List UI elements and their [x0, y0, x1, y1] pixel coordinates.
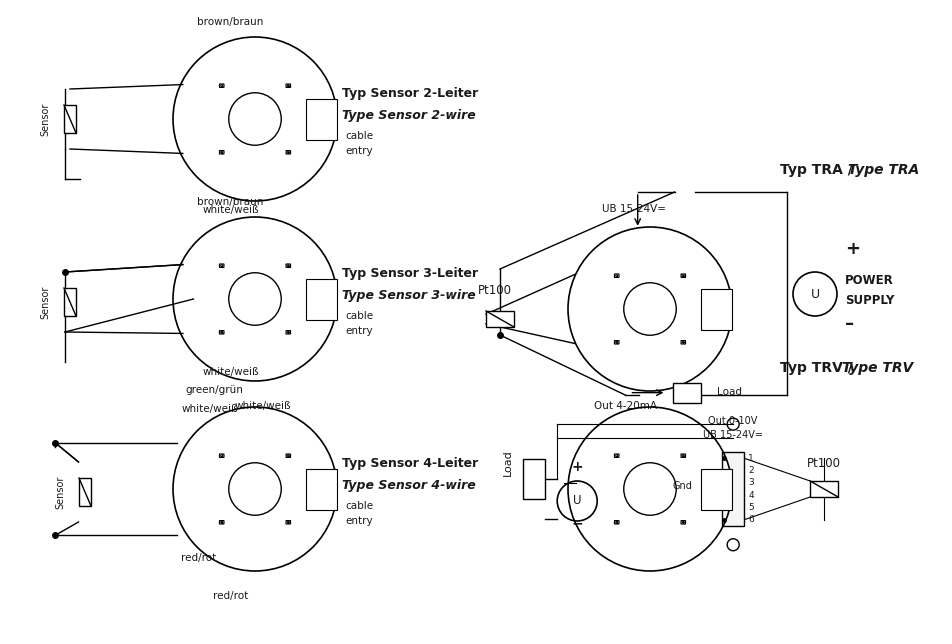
Bar — [486, 311, 514, 327]
FancyBboxPatch shape — [614, 341, 619, 344]
FancyBboxPatch shape — [681, 341, 685, 344]
Text: Out 4-20mA: Out 4-20mA — [594, 401, 657, 411]
Text: Type TRA: Type TRA — [848, 163, 920, 177]
Text: green/grün: green/grün — [185, 385, 243, 395]
Text: −: − — [571, 516, 583, 530]
FancyBboxPatch shape — [286, 84, 290, 88]
Bar — [79, 478, 91, 506]
Text: 3: 3 — [748, 478, 754, 488]
Text: brown/braun: brown/braun — [197, 197, 264, 207]
Text: 6: 6 — [748, 515, 754, 524]
Text: cable: cable — [345, 131, 373, 141]
Text: +: + — [845, 240, 860, 258]
Text: RL: RL — [680, 390, 694, 400]
Text: Type TRV: Type TRV — [842, 361, 913, 375]
Text: UB 15-24V=: UB 15-24V= — [704, 430, 764, 440]
Text: SUPPLY: SUPPLY — [845, 294, 894, 307]
Text: 5: 5 — [748, 503, 754, 512]
FancyBboxPatch shape — [614, 274, 619, 278]
FancyBboxPatch shape — [681, 274, 685, 278]
Bar — [673, 383, 701, 403]
FancyBboxPatch shape — [614, 520, 619, 524]
Text: UB 15-24V=: UB 15-24V= — [602, 204, 665, 214]
Bar — [810, 481, 838, 497]
Bar — [306, 99, 337, 140]
FancyBboxPatch shape — [681, 454, 685, 457]
Text: U: U — [573, 495, 582, 507]
Text: 2: 2 — [748, 466, 754, 475]
Text: Gnd: Gnd — [672, 481, 692, 491]
Text: white/weiß: white/weiß — [235, 401, 291, 411]
Text: white/weiß: white/weiß — [181, 404, 238, 414]
FancyBboxPatch shape — [219, 264, 224, 267]
Text: RL: RL — [527, 474, 541, 484]
Text: entry: entry — [345, 516, 372, 526]
Text: POWER: POWER — [845, 274, 894, 287]
Bar — [701, 468, 732, 509]
Text: Typ Sensor 2-Leiter: Typ Sensor 2-Leiter — [342, 87, 478, 100]
Text: Type Sensor 3-wire: Type Sensor 3-wire — [342, 289, 476, 302]
Text: Typ TRA /: Typ TRA / — [780, 163, 858, 177]
Text: cable: cable — [345, 501, 373, 511]
FancyBboxPatch shape — [614, 454, 619, 457]
FancyBboxPatch shape — [219, 330, 224, 334]
Text: red/rot: red/rot — [181, 553, 216, 563]
Bar — [306, 278, 337, 319]
Text: cable: cable — [345, 311, 373, 321]
Text: Pt100: Pt100 — [807, 457, 842, 470]
Text: white/weiß: white/weiß — [202, 205, 259, 215]
Text: Typ Sensor 4-Leiter: Typ Sensor 4-Leiter — [342, 457, 478, 470]
Text: –: – — [845, 315, 854, 333]
Text: Typ TRV /: Typ TRV / — [780, 361, 858, 375]
Text: +: + — [571, 460, 583, 474]
FancyBboxPatch shape — [286, 151, 290, 154]
Text: Pt100: Pt100 — [478, 284, 512, 297]
Text: entry: entry — [345, 146, 372, 156]
Bar — [64, 288, 76, 316]
Text: Sensor: Sensor — [40, 102, 50, 136]
Text: 4: 4 — [748, 491, 754, 500]
Text: Load: Load — [717, 387, 742, 397]
FancyBboxPatch shape — [219, 454, 224, 457]
Text: 1: 1 — [748, 454, 754, 463]
Text: Out 0-10V: Out 0-10V — [708, 416, 758, 426]
FancyBboxPatch shape — [286, 454, 290, 457]
FancyBboxPatch shape — [219, 84, 224, 88]
FancyBboxPatch shape — [219, 151, 224, 154]
Text: Sensor: Sensor — [40, 285, 50, 319]
Bar — [701, 289, 732, 330]
Text: Load: Load — [504, 450, 513, 476]
FancyBboxPatch shape — [219, 520, 224, 524]
Text: Typ Sensor 3-Leiter: Typ Sensor 3-Leiter — [342, 267, 478, 280]
Bar — [306, 468, 337, 509]
Text: brown/braun: brown/braun — [197, 17, 264, 27]
Bar — [524, 459, 545, 499]
Bar — [64, 105, 76, 133]
FancyBboxPatch shape — [286, 264, 290, 267]
FancyBboxPatch shape — [286, 520, 290, 524]
Text: entry: entry — [345, 326, 372, 336]
FancyBboxPatch shape — [286, 330, 290, 334]
Text: Type Sensor 4-wire: Type Sensor 4-wire — [342, 479, 476, 492]
Text: white/weiß: white/weiß — [202, 367, 259, 377]
Text: Sensor: Sensor — [55, 475, 65, 509]
Bar — [723, 452, 744, 526]
FancyBboxPatch shape — [681, 520, 685, 524]
Text: Type Sensor 2-wire: Type Sensor 2-wire — [342, 109, 476, 122]
Text: U: U — [810, 287, 820, 301]
Text: red/rot: red/rot — [213, 591, 248, 601]
